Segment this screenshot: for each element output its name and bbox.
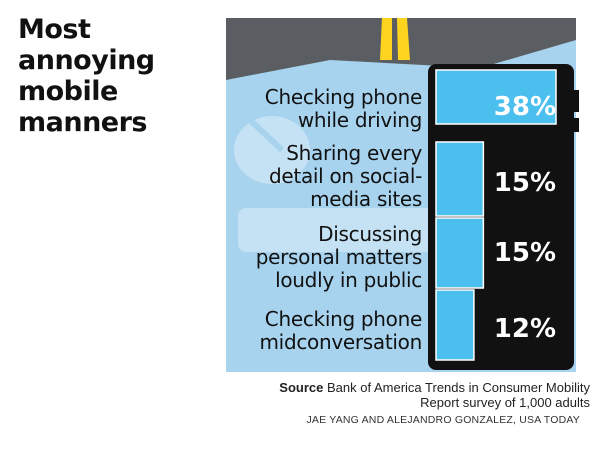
category-label-line: while driving [297,108,422,132]
gauge-needle-shape [247,117,285,153]
value-label: 38% [493,92,556,122]
category-label-line: loudly in public [275,268,422,292]
category-label-line: Checking phone [264,307,423,331]
category-label-line: Discussing [318,222,422,246]
phone-side-button [571,90,579,112]
title-line: Most [18,14,91,45]
category-label-line: Sharing every [286,141,422,165]
category-label-line: personal matters [255,245,423,269]
category-label-line: midconversation [259,330,423,354]
source-label: Source [279,380,324,395]
category-label: Discussing personal matters loudly in publ… [255,222,423,292]
category-label-line: media sites [310,187,422,211]
road-center-line [380,18,392,60]
title-line: mobile [18,76,118,107]
category-label: Checking phone while driving [264,85,423,132]
credit-line: JAE YANG AND ALEJANDRO GONZALEZ, USA TOD… [306,414,580,426]
road-center-line [397,18,410,60]
bars-group [435,69,557,361]
category-label-line: detail on social- [269,164,422,188]
category-label-line: Checking phone [264,85,423,109]
dashboard-gauge-shape [234,116,310,184]
source-note: Source Bank of America Trends in Consume… [250,380,590,410]
bar [435,141,485,217]
source-text: Bank of America Trends in Consumer Mobil… [327,380,590,410]
bar [435,217,485,289]
bar [435,289,475,361]
category-label: Checking phone midconversation [260,308,423,354]
value-label: 15% [493,238,556,268]
chart-title: Most annoying mobile manners [18,14,198,138]
category-label: Sharing every detail on social-media site… [269,142,422,211]
title-line: manners [18,107,148,138]
title-line: annoying [18,45,155,76]
value-label: 15% [493,168,556,198]
phone-side-button [571,118,579,132]
bar [435,69,557,125]
dashboard-panel-shape [238,208,438,252]
value-label: 12% [493,314,556,344]
